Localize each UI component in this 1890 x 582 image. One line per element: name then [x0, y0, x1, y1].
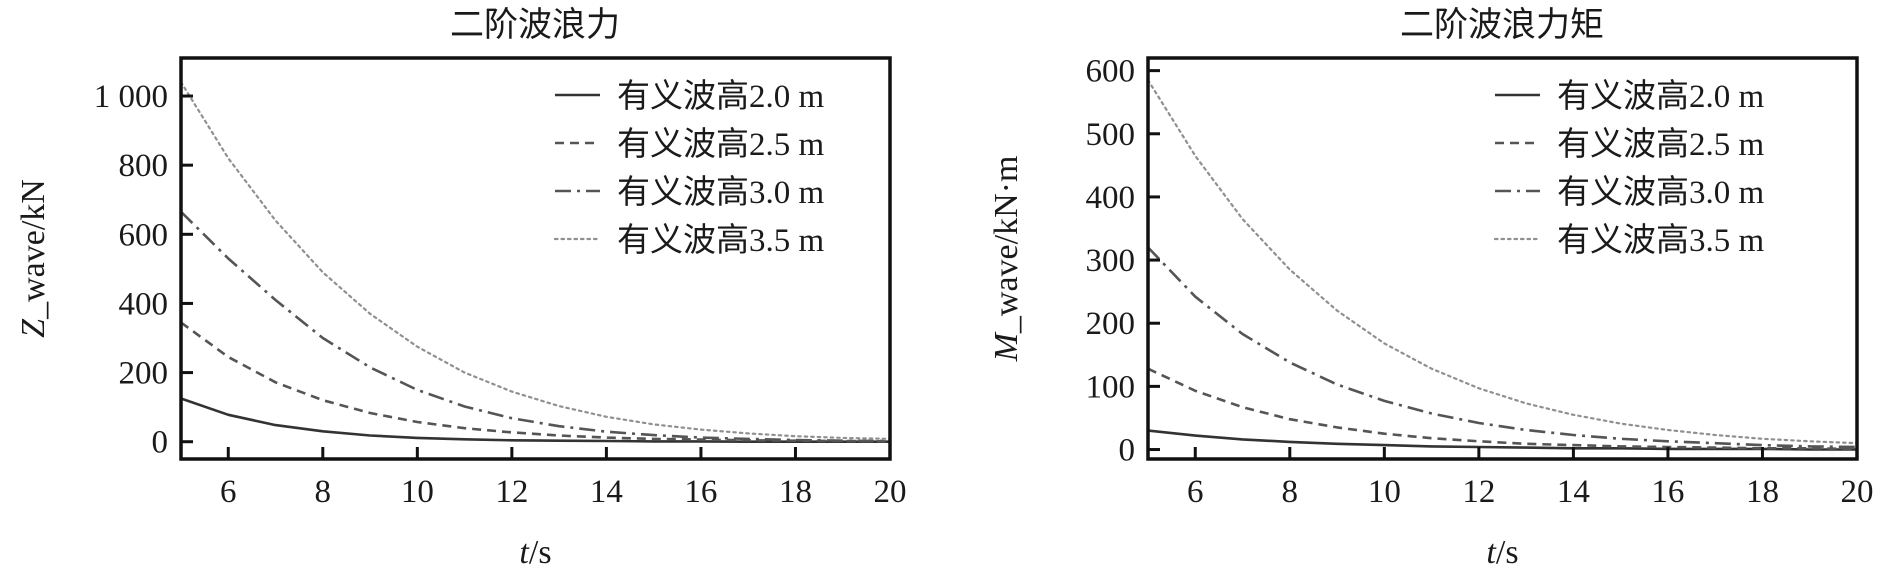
y-tick-label: 400: [119, 286, 169, 322]
x-tick-label: 6: [220, 474, 237, 510]
series-line-2: [181, 321, 890, 443]
series-line-4: [181, 81, 890, 440]
legend-label-4: 有义波高3.5 m: [617, 222, 825, 259]
series-line-3: [1148, 246, 1857, 449]
y-tick-label: 300: [1086, 243, 1136, 279]
legend-label-1: 有义波高2.0 m: [1557, 78, 1765, 115]
legend: 有义波高2.0 m 有义波高2.5 m 有义波高3.0 m 有义波高3.5 m: [553, 78, 825, 259]
y-axis-label: M_wave/kN·m: [988, 156, 1025, 363]
x-tick-label: 16: [1651, 474, 1684, 510]
x-tick-label: 8: [315, 474, 332, 510]
x-axis-label: t/s: [1486, 534, 1518, 571]
chart-title: 二阶波浪力矩: [1400, 6, 1604, 44]
x-tick-label: 12: [495, 474, 528, 510]
x-tick-label: 20: [1841, 474, 1874, 510]
legend-label-1: 有义波高2.0 m: [617, 78, 825, 115]
x-tick-label: 8: [1282, 474, 1299, 510]
x-tick-label: 18: [779, 474, 812, 510]
y-tick-label: 200: [1086, 306, 1136, 342]
y-tick-label: 0: [1119, 433, 1136, 469]
y-axis-label: Z_wave/kN: [15, 179, 52, 338]
x-axis-label: t/s: [519, 534, 551, 571]
y-tick-label: 800: [119, 148, 169, 184]
legend-label-3: 有义波高3.0 m: [617, 174, 825, 211]
x-tick-label: 18: [1746, 474, 1779, 510]
series-line-1: [1148, 429, 1857, 451]
series-group: [1148, 79, 1857, 451]
plot-frame: [179, 56, 892, 461]
x-tick-label: 10: [401, 474, 434, 510]
legend-label-3: 有义波高3.0 m: [1557, 174, 1765, 211]
y-tick-label: 1 000: [94, 79, 168, 115]
x-tick-label: 6: [1187, 474, 1204, 510]
y-tick-label: 200: [119, 356, 169, 392]
series-line-2: [1148, 367, 1857, 451]
legend: 有义波高2.0 m 有义波高2.5 m 有义波高3.0 m 有义波高3.5 m: [1493, 78, 1765, 259]
plot-frame: [1146, 56, 1859, 461]
y-tick-label: 500: [1086, 117, 1136, 153]
y-tick-label: 100: [1086, 369, 1136, 405]
x-tick-label: 14: [1557, 474, 1590, 510]
series-group: [181, 81, 890, 443]
x-tick-label: 16: [684, 474, 717, 510]
series-line-4: [1148, 79, 1857, 445]
y-tick-label: 600: [1086, 54, 1136, 90]
y-tick-label: 600: [119, 217, 169, 253]
x-tick-label: 14: [590, 474, 623, 510]
legend-label-4: 有义波高3.5 m: [1557, 222, 1765, 259]
x-tick-label: 10: [1368, 474, 1401, 510]
legend-label-2: 有义波高2.5 m: [617, 126, 825, 163]
series-line-3: [181, 210, 890, 443]
legend-label-2: 有义波高2.5 m: [1557, 126, 1765, 163]
y-tick-label: 400: [1086, 180, 1136, 216]
x-tick-label: 12: [1462, 474, 1495, 510]
x-tick-label: 20: [874, 474, 907, 510]
chart-title: 二阶波浪力: [450, 6, 620, 44]
y-tick-label: 0: [152, 425, 169, 461]
